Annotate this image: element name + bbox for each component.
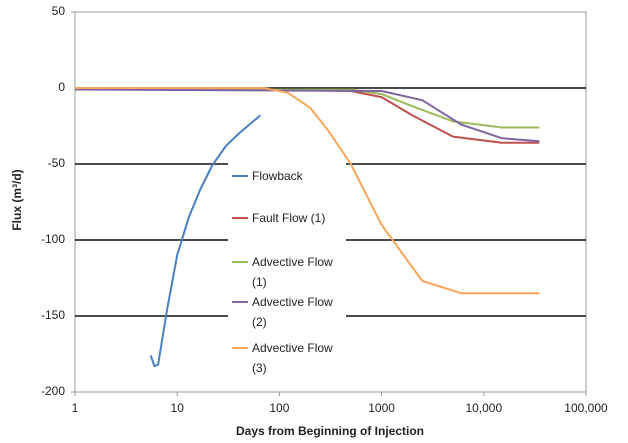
y-tick-label: -100 <box>41 232 65 246</box>
y-tick-label: 50 <box>52 4 66 18</box>
legend-label: Advective Flow (3) <box>252 341 333 375</box>
y-tick-label: 0 <box>58 80 65 94</box>
plot-frame <box>74 11 587 393</box>
legend-label: Advective Flow (2) <box>252 295 333 329</box>
y-axis-title: Flux (m³/d) <box>10 169 24 230</box>
legend-swatch <box>232 301 248 303</box>
legend-swatch <box>232 217 248 219</box>
x-tick-label: 10 <box>171 401 185 415</box>
series-line <box>75 88 540 144</box>
y-tick-label: -150 <box>41 308 65 322</box>
x-tick-label: 100 <box>269 401 289 415</box>
legend-swatch <box>232 175 248 177</box>
series-line <box>75 88 540 129</box>
legend-swatch <box>232 261 248 263</box>
legend-label: Fault Flow (1) <box>252 211 326 225</box>
y-tick-label: -50 <box>48 156 66 170</box>
legend-box <box>228 158 346 384</box>
x-tick-label: 100,000 <box>564 401 608 415</box>
x-axis-title: Days from Beginning of Injection <box>236 424 424 438</box>
x-tick-label: 1000 <box>368 401 395 415</box>
legend-swatch <box>232 347 248 349</box>
x-tick-label: 10,000 <box>465 401 502 415</box>
legend-label: Advective Flow (1) <box>252 255 333 289</box>
series-line <box>74 88 540 143</box>
y-tick-label: -200 <box>41 384 65 398</box>
series-line <box>149 114 261 368</box>
x-tick-label: 1 <box>72 401 79 415</box>
legend-label: Flowback <box>252 169 303 183</box>
series-line <box>75 87 540 295</box>
